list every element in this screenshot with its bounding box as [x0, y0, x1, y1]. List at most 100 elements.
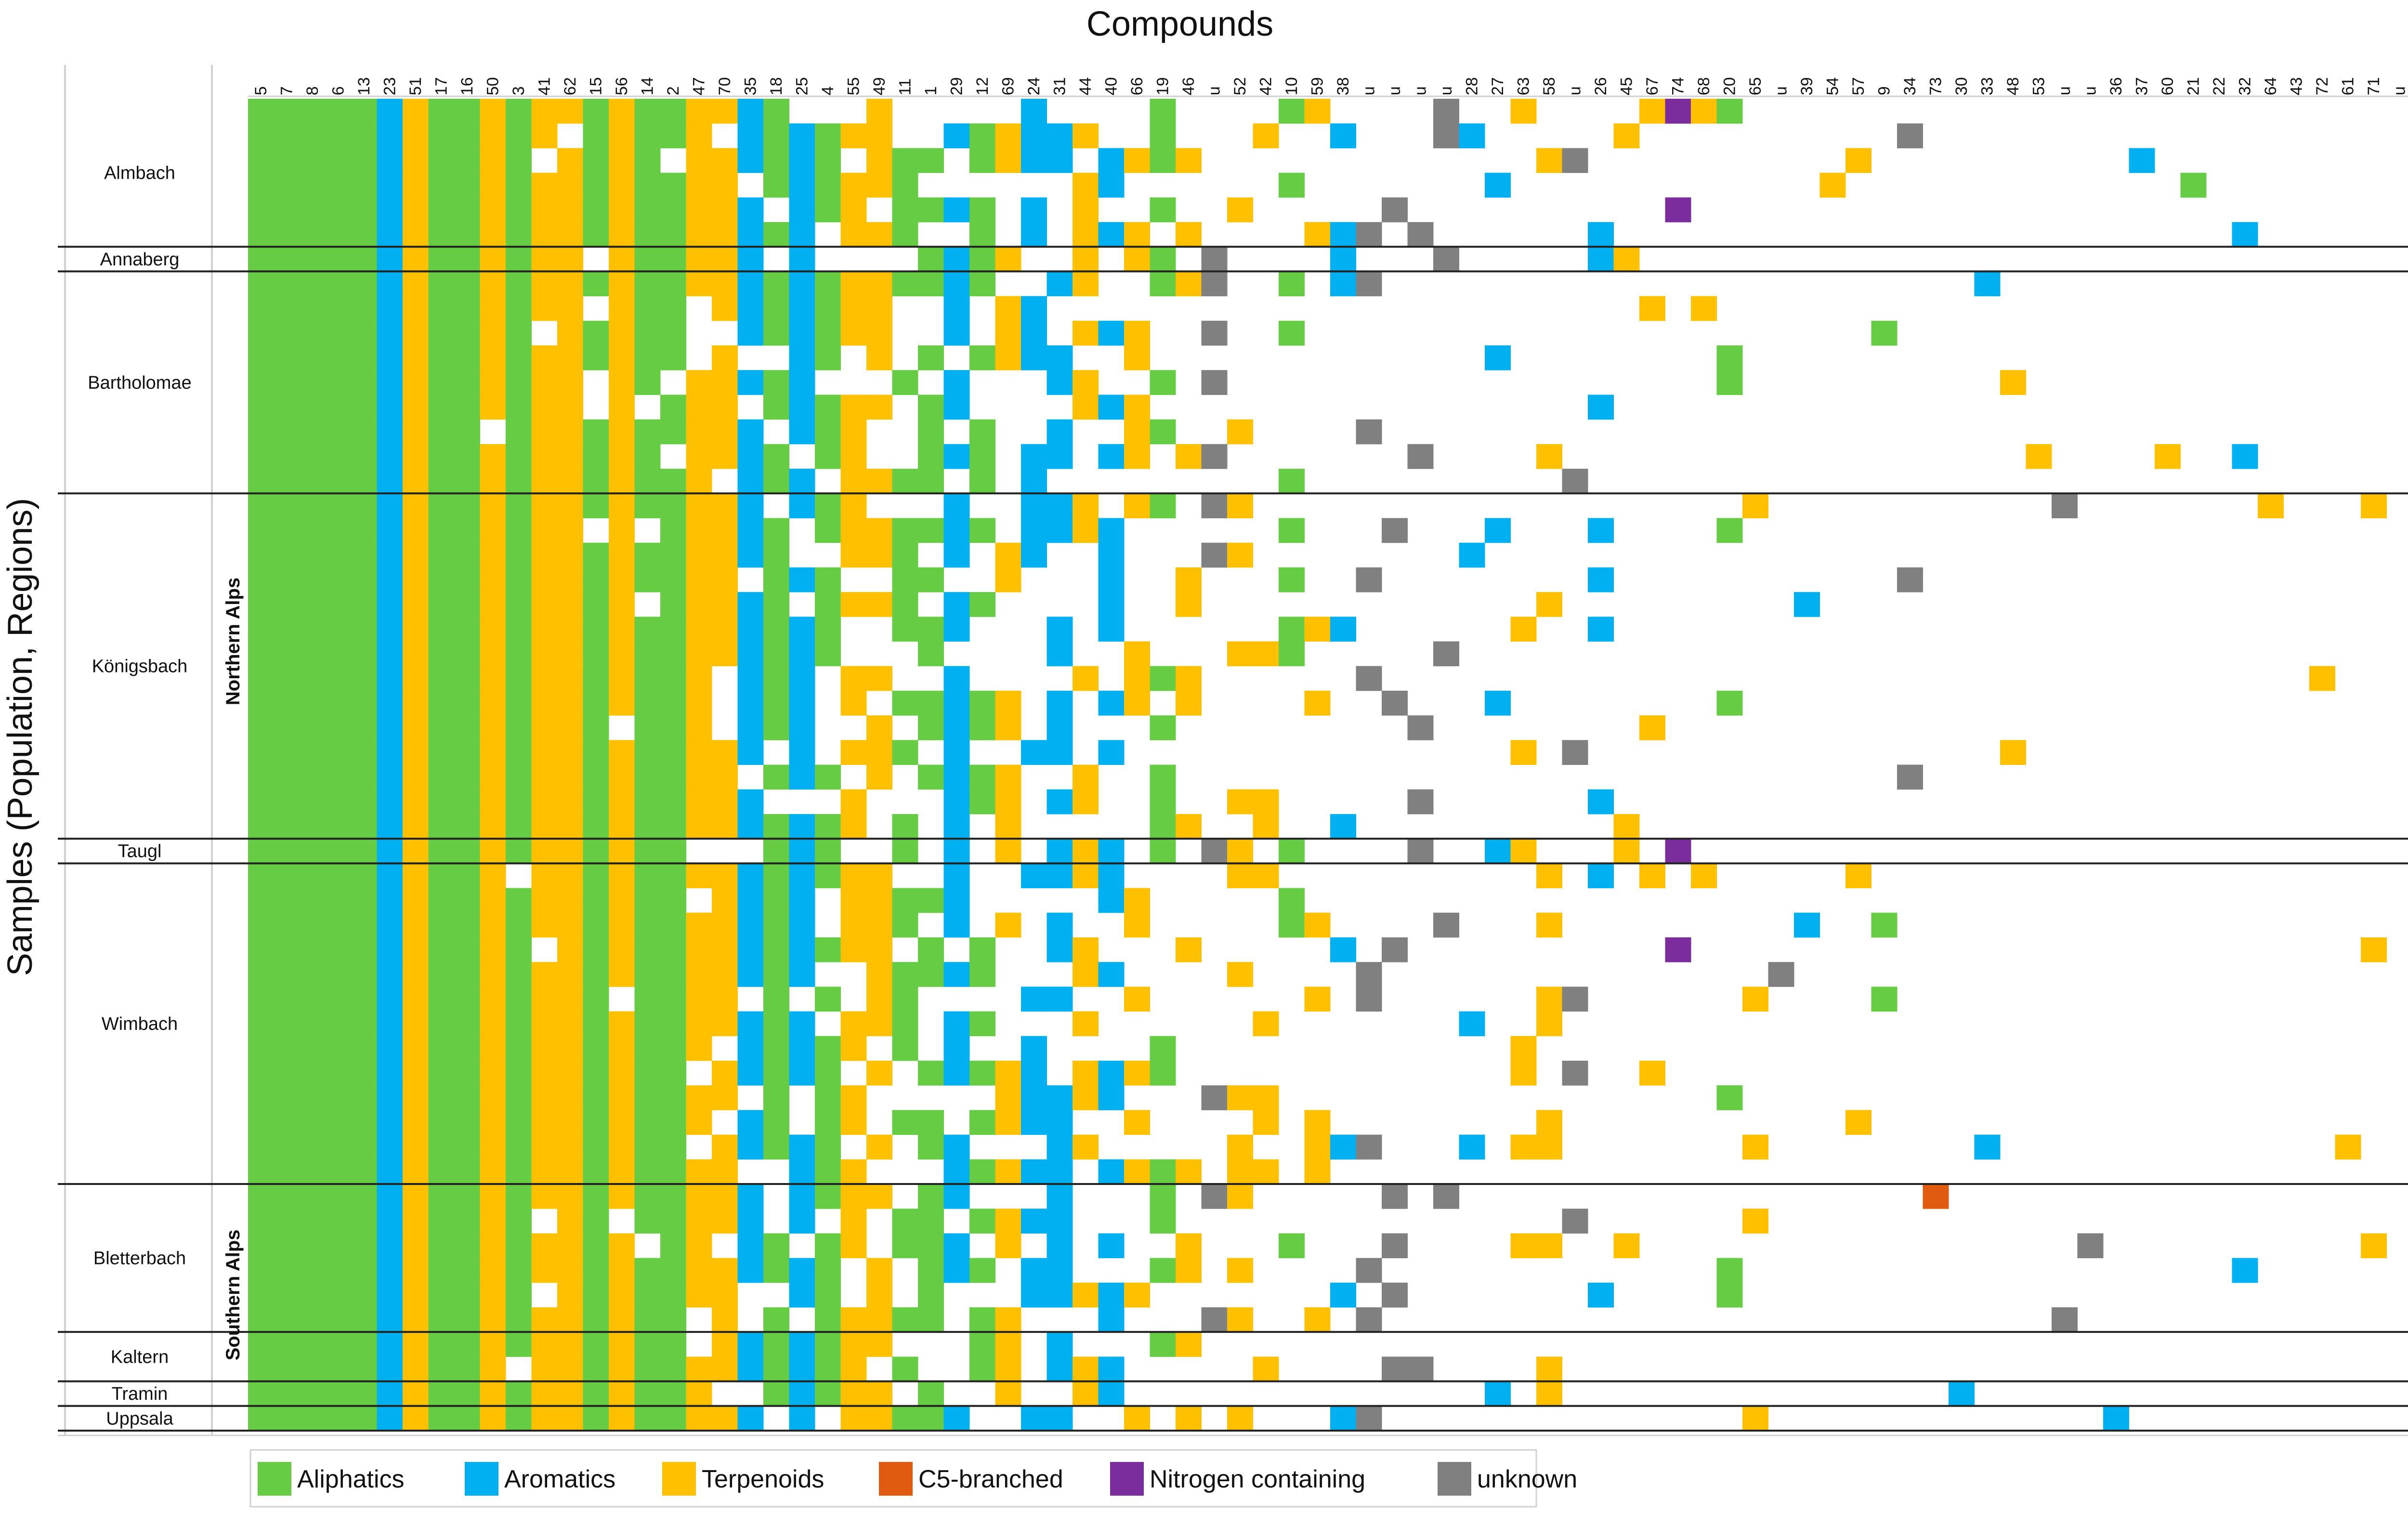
heatmap-cell	[660, 1110, 686, 1135]
heatmap-cell	[325, 1381, 352, 1407]
heatmap-cell	[557, 469, 583, 494]
heatmap-cell	[840, 740, 867, 765]
heatmap-cell	[428, 1406, 455, 1431]
heatmap-cell	[1588, 863, 1614, 889]
heatmap-cell	[557, 1258, 583, 1283]
heatmap-cell	[634, 444, 661, 469]
heatmap-cell	[712, 1134, 738, 1160]
column-label: 40	[1102, 77, 1120, 95]
heatmap-cell	[634, 814, 661, 839]
column-label: 10	[1283, 77, 1301, 95]
column-label: 52	[1231, 77, 1249, 95]
heatmap-cell	[763, 641, 789, 667]
heatmap-cell	[377, 987, 403, 1012]
heatmap-cell	[686, 1036, 712, 1061]
heatmap-cell	[300, 789, 326, 815]
heatmap-cell	[557, 987, 583, 1012]
heatmap-cell	[557, 567, 583, 592]
heatmap-cell	[737, 320, 764, 346]
heatmap-cell	[300, 1011, 326, 1037]
heatmap-cell	[686, 99, 712, 124]
heatmap-cell	[660, 419, 686, 445]
heatmap-cell	[815, 518, 841, 543]
heatmap-cell	[454, 123, 480, 148]
heatmap-cell	[428, 789, 455, 815]
heatmap-cell	[506, 1110, 532, 1135]
heatmap-cell	[274, 320, 300, 346]
heatmap-cell	[377, 469, 403, 494]
heatmap-cell	[763, 469, 789, 494]
heatmap-cell	[686, 592, 712, 617]
heatmap-cell	[480, 937, 506, 962]
heatmap-cell	[634, 863, 661, 889]
heatmap-cell	[351, 99, 377, 124]
heatmap-cell	[403, 271, 429, 297]
heatmap-cell	[789, 1159, 815, 1184]
heatmap-cell	[1382, 937, 1408, 962]
heatmap-cell	[2232, 222, 2258, 247]
heatmap-cell	[454, 863, 480, 889]
heatmap-cell	[351, 444, 377, 469]
heatmap-cell	[454, 197, 480, 223]
heatmap-cell	[274, 1184, 300, 1209]
heatmap-cell	[403, 1036, 429, 1061]
heatmap-cell	[892, 1406, 918, 1431]
heatmap-cell	[918, 888, 944, 913]
heatmap-cell	[506, 666, 532, 691]
heatmap-cell	[248, 740, 274, 765]
heatmap-cell	[1510, 1233, 1537, 1259]
heatmap-cell	[737, 962, 764, 987]
heatmap-cell	[274, 764, 300, 790]
heatmap-cell	[454, 666, 480, 691]
heatmap-cell	[248, 1307, 274, 1332]
heatmap-cell	[506, 222, 532, 247]
heatmap-cell	[995, 1110, 1021, 1135]
heatmap-cell	[1716, 99, 1743, 124]
heatmap-cell	[1356, 222, 1382, 247]
heatmap-cell	[274, 912, 300, 938]
heatmap-cell	[789, 1332, 815, 1357]
heatmap-cell	[840, 123, 867, 148]
heatmap-cell	[1227, 1085, 1253, 1110]
heatmap-cell	[428, 197, 455, 223]
heatmap-cell	[686, 567, 712, 592]
heatmap-cell	[428, 715, 455, 740]
heatmap-cell	[300, 1307, 326, 1332]
heatmap-cell	[1974, 1134, 2001, 1160]
heatmap-cell	[1613, 123, 1640, 148]
heatmap-cell	[248, 1011, 274, 1037]
population-label: Uppsala	[106, 1408, 173, 1429]
heatmap-cell	[583, 1233, 609, 1259]
column-label: 51	[406, 77, 425, 95]
heatmap-cell	[969, 419, 995, 445]
heatmap-cell	[1201, 444, 1228, 469]
heatmap-cell	[1768, 962, 1794, 987]
heatmap-cell	[1304, 617, 1331, 642]
heatmap-cell	[377, 542, 403, 568]
heatmap-cell	[789, 1036, 815, 1061]
heatmap-cell	[1588, 395, 1614, 420]
heatmap-cell	[1356, 962, 1382, 987]
heatmap-cell	[377, 617, 403, 642]
heatmap-cell	[789, 839, 815, 864]
heatmap-cell	[351, 937, 377, 962]
heatmap-cell	[583, 542, 609, 568]
heatmap-cell	[377, 888, 403, 913]
heatmap-cell	[480, 1060, 506, 1086]
heatmap-cell	[1304, 1134, 1331, 1160]
heatmap-cell	[325, 395, 352, 420]
heatmap-cell	[1742, 987, 1768, 1012]
heatmap-cell	[325, 444, 352, 469]
heatmap-cell	[1536, 1011, 1562, 1037]
heatmap-cell	[248, 99, 274, 124]
heatmap-cell	[1098, 222, 1125, 247]
heatmap-cell	[351, 493, 377, 518]
heatmap-cell	[943, 444, 970, 469]
heatmap-cell	[325, 172, 352, 198]
heatmap-cell	[634, 1258, 661, 1283]
heatmap-cell	[1124, 247, 1150, 272]
heatmap-cell	[737, 912, 764, 938]
heatmap-cell	[274, 197, 300, 223]
heatmap-cell	[866, 863, 892, 889]
heatmap-cell	[840, 296, 867, 321]
